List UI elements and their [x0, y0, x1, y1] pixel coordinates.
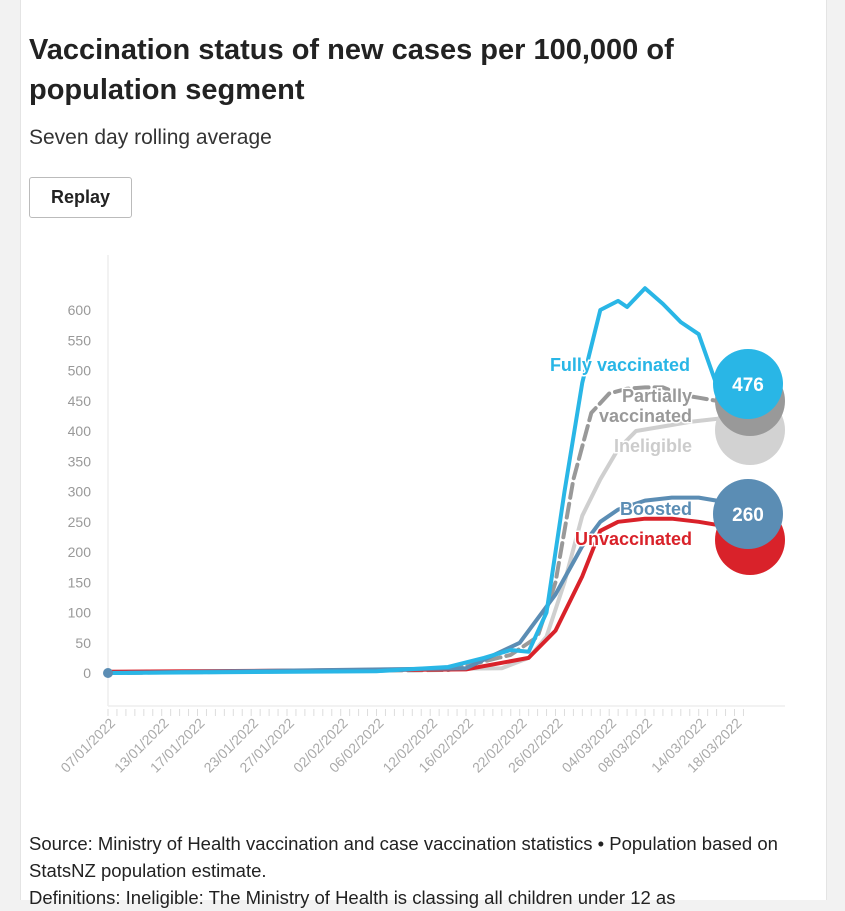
series-label: Ineligible: [614, 436, 692, 456]
series-label: Unvaccinated: [575, 529, 692, 549]
end-value-label: 260: [732, 505, 764, 526]
y-tick-label: 550: [68, 332, 92, 348]
series-line-boosted: [106, 495, 719, 675]
definitions-note: Definitions: Ineligible: The Ministry of…: [29, 887, 676, 908]
y-tick-label: 400: [68, 423, 92, 439]
end-value-bubble: [713, 349, 783, 419]
series-line-fully-vaccinated: [106, 286, 719, 675]
chart-subtitle: Seven day rolling average: [29, 126, 272, 149]
series-label-partially-vaccinated: vaccinated: [599, 406, 692, 426]
y-tick-label: 250: [68, 514, 92, 530]
source-note: Source: Ministry of Health vaccination a…: [29, 833, 778, 881]
chart-card: [20, 0, 827, 900]
y-tick-label: 350: [68, 453, 92, 469]
end-value-label: 476: [732, 375, 764, 396]
y-tick-label: 0: [83, 665, 91, 681]
series-line-unvaccinated: [106, 516, 719, 674]
chart-footer: Source: Ministry of Health vaccination a…: [29, 830, 789, 911]
series-label: Boosted: [620, 499, 692, 519]
y-tick-label: 50: [75, 635, 91, 651]
y-tick-label: 150: [68, 574, 92, 590]
y-tick-label: 600: [68, 302, 92, 318]
y-tick-label: 200: [68, 544, 92, 560]
y-tick-label: 500: [68, 363, 92, 379]
chart-title: Vaccination status of new cases per 100,…: [29, 34, 674, 106]
y-tick-label: 100: [68, 605, 92, 621]
replay-button[interactable]: Replay: [29, 177, 132, 218]
x-tick-label: 07/01/2022: [57, 715, 118, 776]
y-tick-label: 450: [68, 393, 92, 409]
series-label: Fully vaccinated: [550, 355, 690, 375]
y-tick-label: 300: [68, 484, 92, 500]
series-label-partially-vaccinated: Partially: [622, 386, 692, 406]
end-value-bubble: [713, 479, 783, 549]
start-point: [103, 668, 113, 678]
